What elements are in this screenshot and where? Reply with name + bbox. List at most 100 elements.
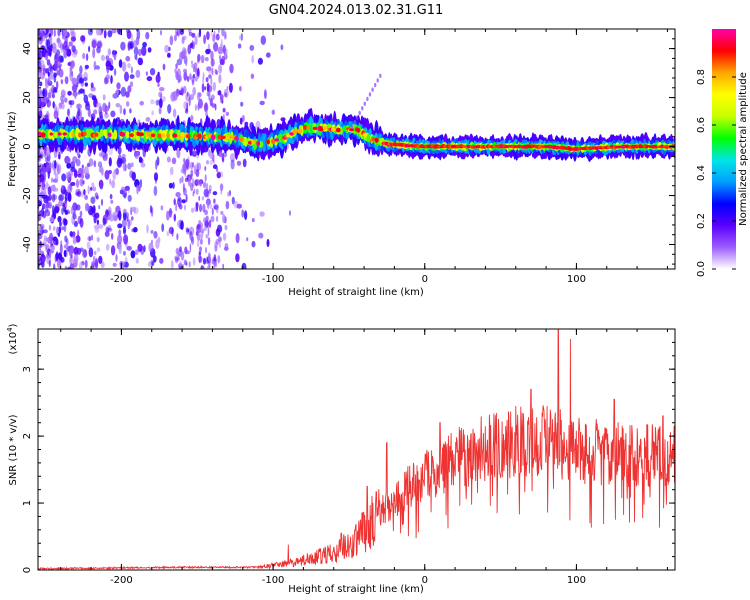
- noise-blob: [92, 255, 96, 263]
- noise-blob: [178, 204, 183, 210]
- ridge-cell: [231, 135, 236, 140]
- noise-blob: [63, 249, 67, 257]
- noise-blob: [62, 217, 67, 226]
- noise-blob: [220, 190, 223, 195]
- noise-blob: [136, 184, 139, 195]
- noise-blob: [224, 34, 227, 40]
- ridge-cell: [274, 138, 279, 142]
- noise-blob: [237, 43, 242, 49]
- ridge-cell: [322, 126, 328, 130]
- noise-blob: [192, 86, 197, 96]
- noise-blob: [148, 242, 154, 253]
- noise-blob: [113, 68, 117, 76]
- noise-blob: [206, 182, 209, 193]
- noise-blob: [54, 160, 57, 169]
- noise-blob: [79, 88, 85, 94]
- noise-blob: [104, 231, 110, 237]
- noise-blob: [83, 94, 89, 104]
- noise-blob: [93, 60, 97, 71]
- noise-blob: [58, 226, 62, 234]
- noise-blob: [93, 109, 98, 115]
- noise-blob: [200, 238, 203, 245]
- noise-blob: [135, 69, 141, 78]
- noise-blob: [219, 54, 221, 61]
- noise-blob: [75, 235, 81, 243]
- noise-blob: [217, 29, 220, 34]
- noise-blob: [127, 85, 132, 93]
- noise-blob: [211, 259, 214, 265]
- noise-blob: [49, 63, 52, 72]
- noise-blob: [39, 224, 44, 233]
- ridge-cell: [292, 129, 298, 134]
- noise-blob: [109, 193, 113, 200]
- noise-blob: [222, 44, 226, 55]
- noise-blob: [46, 147, 51, 156]
- noise-blob: [246, 237, 249, 242]
- ridge-cell: [207, 133, 213, 138]
- ridge-cell: [185, 134, 191, 139]
- ridge-cell: [150, 133, 156, 138]
- noise-blob: [42, 229, 48, 234]
- noise-blob: [203, 34, 207, 45]
- noise-blob: [186, 229, 190, 235]
- noise-blob: [61, 173, 67, 182]
- noise-blob: [45, 29, 49, 34]
- noise-blob: [211, 58, 215, 67]
- noise-blob: [45, 203, 51, 209]
- noise-blob: [57, 232, 61, 237]
- noise-blob: [215, 33, 220, 41]
- noise-blob: [197, 32, 201, 38]
- noise-blob: [68, 41, 73, 47]
- noise-blob: [132, 40, 138, 49]
- noise-blob: [122, 261, 126, 266]
- noise-blob: [62, 44, 65, 50]
- noise-blob: [110, 75, 113, 84]
- noise-blob: [212, 81, 216, 92]
- snr-ytick-label: 2: [22, 433, 33, 439]
- noise-blob: [96, 102, 102, 108]
- noise-blob: [258, 232, 264, 239]
- snr-ytick-label: 3: [22, 366, 33, 372]
- noise-blob: [59, 244, 63, 255]
- noise-blob: [188, 96, 191, 107]
- noise-blob: [209, 160, 213, 166]
- noise-blob: [121, 61, 127, 72]
- noise-blob: [72, 211, 76, 220]
- noise-blob: [46, 39, 51, 50]
- noise-blob: [112, 211, 118, 216]
- noise-blob: [79, 77, 84, 84]
- noise-blob: [117, 223, 123, 229]
- noise-blob: [166, 231, 170, 237]
- noise-blob: [94, 250, 97, 256]
- noise-blob: [203, 217, 207, 224]
- noise-blob: [159, 257, 164, 264]
- noise-blob: [83, 71, 88, 82]
- noise-blob: [176, 256, 180, 262]
- chart-title: GN04.2024.013.02.31.G11: [269, 3, 444, 18]
- noise-blob: [66, 162, 72, 169]
- noise-blob: [74, 93, 77, 100]
- noise-blob: [127, 219, 131, 230]
- noise-blob: [43, 163, 47, 168]
- noise-blob: [54, 254, 57, 263]
- noise-blob: [72, 236, 77, 245]
- noise-blob: [76, 179, 79, 188]
- noise-blob: [224, 224, 228, 231]
- noise-blob: [182, 49, 187, 58]
- noise-blob: [213, 254, 217, 263]
- noise-blob: [361, 106, 364, 111]
- noise-blob: [49, 216, 55, 223]
- noise-blob: [153, 185, 158, 196]
- noise-blob: [45, 157, 49, 162]
- snr-ytick-label: 1: [22, 500, 33, 506]
- ridge-cell: [335, 127, 341, 133]
- noise-blob: [71, 84, 78, 93]
- noise-blob: [120, 41, 126, 51]
- noise-blob: [81, 180, 85, 185]
- noise-blob: [47, 211, 50, 216]
- noise-blob: [54, 172, 59, 183]
- noise-blob: [198, 250, 202, 256]
- noise-blob: [192, 257, 196, 266]
- noise-blob: [130, 162, 134, 168]
- noise-blob: [107, 48, 112, 56]
